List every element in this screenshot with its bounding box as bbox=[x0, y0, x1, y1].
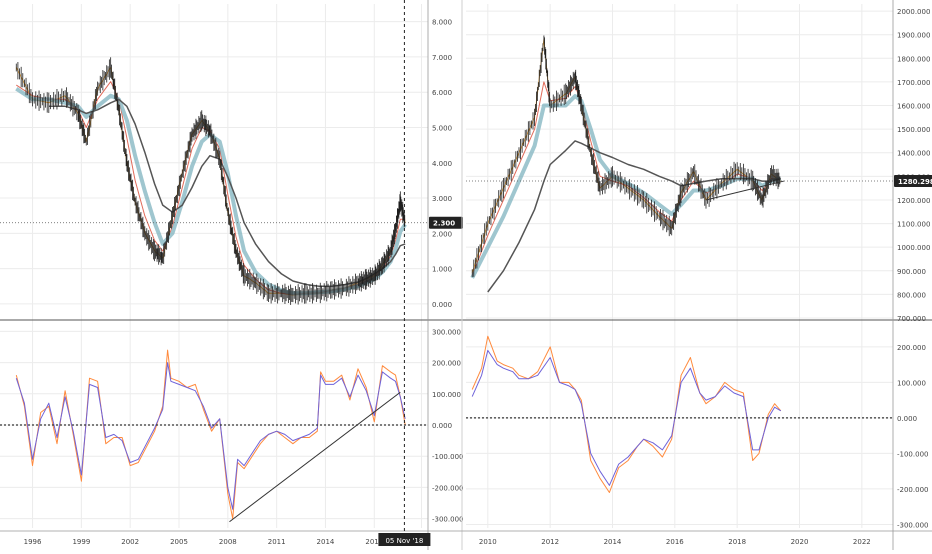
oscillator-series bbox=[471, 335, 782, 493]
y-tick-label: 2.000 bbox=[432, 230, 452, 238]
y-tick-label: -100.000 bbox=[897, 450, 928, 458]
y-tick-label: -300.000 bbox=[897, 521, 928, 529]
y-tick-label: 8.000 bbox=[432, 19, 452, 27]
y-tick-label: -200.000 bbox=[432, 484, 463, 492]
y-tick-label: 4.000 bbox=[432, 160, 452, 168]
x-tick-label: 2022 bbox=[853, 538, 871, 546]
x-tick-label: 2014 bbox=[604, 538, 622, 546]
y-tick-label: 1.000 bbox=[432, 266, 452, 274]
last-value-badge bbox=[429, 216, 463, 229]
oscillator-series bbox=[471, 349, 782, 486]
last-value-label: 1280.298 bbox=[898, 178, 932, 186]
y-tick-label: -300.000 bbox=[432, 516, 463, 524]
y-tick-label: 1200.000 bbox=[897, 197, 930, 205]
price-series bbox=[16, 81, 406, 295]
x-tick-label: 1999 bbox=[72, 538, 90, 546]
y-tick-label: 200.000 bbox=[432, 360, 461, 368]
y-tick-label: 1400.000 bbox=[897, 150, 930, 158]
x-tick-label: 2014 bbox=[317, 538, 335, 546]
y-tick-label: 300.000 bbox=[432, 328, 461, 336]
trendline bbox=[229, 391, 401, 523]
x-tick-label: 2010 bbox=[479, 538, 497, 546]
y-tick-label: 2000.000 bbox=[897, 8, 930, 16]
x-tick-label: 2020 bbox=[791, 538, 809, 546]
price-series bbox=[487, 140, 781, 293]
x-tick-label: 2005 bbox=[170, 538, 188, 546]
y-tick-label: -200.000 bbox=[897, 486, 928, 494]
oscillator-series bbox=[15, 362, 406, 510]
y-tick-label: 100.000 bbox=[432, 391, 461, 399]
y-tick-label: 0.000 bbox=[432, 301, 452, 309]
y-tick-label: 0.000 bbox=[432, 422, 452, 430]
y-tick-label: 100.000 bbox=[897, 379, 926, 387]
y-tick-label: 200.000 bbox=[897, 344, 926, 352]
y-tick-label: 7.000 bbox=[432, 54, 452, 62]
x-tick-label: 1996 bbox=[24, 538, 42, 546]
x-tick-label: 2002 bbox=[121, 538, 139, 546]
price-series bbox=[15, 87, 407, 296]
trendline bbox=[705, 180, 785, 201]
last-value-label: 2.300 bbox=[433, 220, 455, 228]
x-tick-label: 2016 bbox=[666, 538, 684, 546]
y-tick-label: 1100.000 bbox=[897, 221, 930, 229]
price-series bbox=[15, 67, 406, 296]
last-value-badge bbox=[894, 174, 932, 187]
x-tick-label: 2008 bbox=[219, 538, 237, 546]
x-tick-label: 2011 bbox=[268, 538, 286, 546]
crosshair-date-badge bbox=[378, 533, 431, 546]
y-tick-label: 1600.000 bbox=[897, 103, 930, 111]
y-tick-label: 0.000 bbox=[897, 415, 917, 423]
y-tick-label: -100.000 bbox=[432, 453, 463, 461]
y-tick-label: 1700.000 bbox=[897, 79, 930, 87]
y-tick-label: 1900.000 bbox=[897, 32, 930, 40]
x-tick-label: 2018 bbox=[728, 538, 746, 546]
y-tick-label: 1500.000 bbox=[897, 126, 930, 134]
x-tick-label: 2012 bbox=[541, 538, 559, 546]
y-tick-label: 700.000 bbox=[897, 315, 926, 323]
y-tick-label: 5.000 bbox=[432, 124, 452, 132]
price-series bbox=[471, 38, 782, 274]
oscillator-series bbox=[15, 349, 406, 520]
y-tick-label: 6.000 bbox=[432, 89, 452, 97]
x-tick-label: 2017 bbox=[365, 538, 383, 546]
y-tick-label: 3.000 bbox=[432, 195, 452, 203]
y-tick-label: 1000.000 bbox=[897, 244, 930, 252]
y-tick-label: 900.000 bbox=[897, 268, 926, 276]
y-tick-label: 1800.000 bbox=[897, 55, 930, 63]
crosshair-date-label: 05 Nov '18 bbox=[385, 537, 423, 545]
y-tick-label: 800.000 bbox=[897, 291, 926, 299]
